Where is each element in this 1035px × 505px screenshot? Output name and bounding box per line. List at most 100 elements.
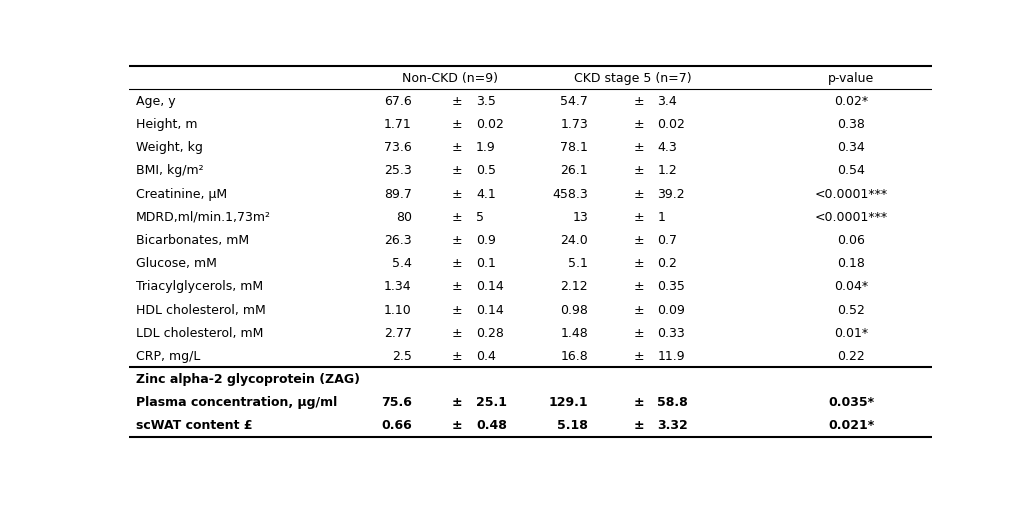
Text: 0.1: 0.1 bbox=[476, 257, 496, 270]
Text: Height, m: Height, m bbox=[136, 118, 198, 131]
Text: 0.52: 0.52 bbox=[837, 303, 865, 316]
Text: 54.7: 54.7 bbox=[560, 95, 588, 108]
Text: Triacylglycerols, mM: Triacylglycerols, mM bbox=[136, 280, 263, 293]
Text: 0.35: 0.35 bbox=[657, 280, 685, 293]
Text: scWAT content £: scWAT content £ bbox=[136, 419, 253, 432]
Text: 13: 13 bbox=[572, 211, 588, 223]
Text: 58.8: 58.8 bbox=[657, 395, 688, 409]
Text: 0.2: 0.2 bbox=[657, 257, 677, 270]
Text: 1.9: 1.9 bbox=[476, 141, 496, 154]
Text: ±: ± bbox=[633, 326, 644, 339]
Text: ±: ± bbox=[633, 95, 644, 108]
Text: 5.4: 5.4 bbox=[392, 257, 412, 270]
Text: ±: ± bbox=[633, 211, 644, 223]
Text: ±: ± bbox=[451, 303, 462, 316]
Text: ±: ± bbox=[633, 164, 644, 177]
Text: 0.021*: 0.021* bbox=[828, 419, 875, 432]
Text: <0.0001***: <0.0001*** bbox=[815, 211, 888, 223]
Text: 0.4: 0.4 bbox=[476, 349, 496, 362]
Text: 75.6: 75.6 bbox=[381, 395, 412, 409]
Text: 78.1: 78.1 bbox=[560, 141, 588, 154]
Text: ±: ± bbox=[451, 211, 462, 223]
Text: ±: ± bbox=[451, 326, 462, 339]
Text: 2.12: 2.12 bbox=[561, 280, 588, 293]
Text: 0.09: 0.09 bbox=[657, 303, 685, 316]
Text: 1.71: 1.71 bbox=[384, 118, 412, 131]
Text: 1.73: 1.73 bbox=[560, 118, 588, 131]
Text: CKD stage 5 (n=7): CKD stage 5 (n=7) bbox=[574, 72, 692, 84]
Text: ±: ± bbox=[451, 118, 462, 131]
Text: ±: ± bbox=[451, 141, 462, 154]
Text: ±: ± bbox=[451, 257, 462, 270]
Text: ±: ± bbox=[633, 280, 644, 293]
Text: ±: ± bbox=[451, 419, 462, 432]
Text: 16.8: 16.8 bbox=[560, 349, 588, 362]
Text: 0.14: 0.14 bbox=[476, 280, 504, 293]
Text: 0.34: 0.34 bbox=[837, 141, 865, 154]
Text: 0.035*: 0.035* bbox=[828, 395, 875, 409]
Text: ±: ± bbox=[633, 303, 644, 316]
Text: Zinc alpha-2 glycoprotein (ZAG): Zinc alpha-2 glycoprotein (ZAG) bbox=[136, 372, 360, 385]
Text: ±: ± bbox=[633, 349, 644, 362]
Text: 0.06: 0.06 bbox=[837, 234, 865, 246]
Text: 0.66: 0.66 bbox=[381, 419, 412, 432]
Text: 0.02: 0.02 bbox=[657, 118, 685, 131]
Text: 0.48: 0.48 bbox=[476, 419, 507, 432]
Text: 0.38: 0.38 bbox=[837, 118, 865, 131]
Text: 0.02: 0.02 bbox=[476, 118, 504, 131]
Text: 0.14: 0.14 bbox=[476, 303, 504, 316]
Text: 26.1: 26.1 bbox=[561, 164, 588, 177]
Text: Plasma concentration, μg/ml: Plasma concentration, μg/ml bbox=[136, 395, 337, 409]
Text: 3.4: 3.4 bbox=[657, 95, 677, 108]
Text: 5.18: 5.18 bbox=[557, 419, 588, 432]
Text: Age, y: Age, y bbox=[136, 95, 175, 108]
Text: MDRD,ml/min.1,73m²: MDRD,ml/min.1,73m² bbox=[136, 211, 271, 223]
Text: 0.28: 0.28 bbox=[476, 326, 504, 339]
Text: 2.5: 2.5 bbox=[392, 349, 412, 362]
Text: 80: 80 bbox=[395, 211, 412, 223]
Text: 11.9: 11.9 bbox=[657, 349, 685, 362]
Text: BMI, kg/m²: BMI, kg/m² bbox=[136, 164, 204, 177]
Text: ±: ± bbox=[451, 164, 462, 177]
Text: ±: ± bbox=[633, 419, 644, 432]
Text: 0.5: 0.5 bbox=[476, 164, 496, 177]
Text: 5.1: 5.1 bbox=[568, 257, 588, 270]
Text: p-value: p-value bbox=[828, 72, 875, 84]
Text: 0.04*: 0.04* bbox=[834, 280, 868, 293]
Text: ±: ± bbox=[633, 395, 644, 409]
Text: 89.7: 89.7 bbox=[384, 187, 412, 200]
Text: ±: ± bbox=[451, 349, 462, 362]
Text: 25.3: 25.3 bbox=[384, 164, 412, 177]
Text: 4.1: 4.1 bbox=[476, 187, 496, 200]
Text: 1.48: 1.48 bbox=[560, 326, 588, 339]
Text: 0.02*: 0.02* bbox=[834, 95, 868, 108]
Text: 1: 1 bbox=[657, 211, 666, 223]
Text: 3.32: 3.32 bbox=[657, 419, 688, 432]
Text: CRP, mg/L: CRP, mg/L bbox=[136, 349, 200, 362]
Text: <0.0001***: <0.0001*** bbox=[815, 187, 888, 200]
Text: 0.9: 0.9 bbox=[476, 234, 496, 246]
Text: 39.2: 39.2 bbox=[657, 187, 685, 200]
Text: Weight, kg: Weight, kg bbox=[136, 141, 203, 154]
Text: 5: 5 bbox=[476, 211, 484, 223]
Text: 129.1: 129.1 bbox=[549, 395, 588, 409]
Text: ±: ± bbox=[451, 280, 462, 293]
Text: 458.3: 458.3 bbox=[553, 187, 588, 200]
Text: Bicarbonates, mM: Bicarbonates, mM bbox=[136, 234, 248, 246]
Text: 4.3: 4.3 bbox=[657, 141, 677, 154]
Text: 0.22: 0.22 bbox=[837, 349, 865, 362]
Text: Creatinine, μM: Creatinine, μM bbox=[136, 187, 227, 200]
Text: 0.33: 0.33 bbox=[657, 326, 685, 339]
Text: 0.01*: 0.01* bbox=[834, 326, 868, 339]
Text: ±: ± bbox=[451, 187, 462, 200]
Text: Glucose, mM: Glucose, mM bbox=[136, 257, 216, 270]
Text: HDL cholesterol, mM: HDL cholesterol, mM bbox=[136, 303, 266, 316]
Text: 26.3: 26.3 bbox=[384, 234, 412, 246]
Text: ±: ± bbox=[633, 234, 644, 246]
Text: 1.34: 1.34 bbox=[384, 280, 412, 293]
Text: 25.1: 25.1 bbox=[476, 395, 507, 409]
Text: ±: ± bbox=[633, 141, 644, 154]
Text: ±: ± bbox=[633, 118, 644, 131]
Text: ±: ± bbox=[633, 257, 644, 270]
Text: 0.18: 0.18 bbox=[837, 257, 865, 270]
